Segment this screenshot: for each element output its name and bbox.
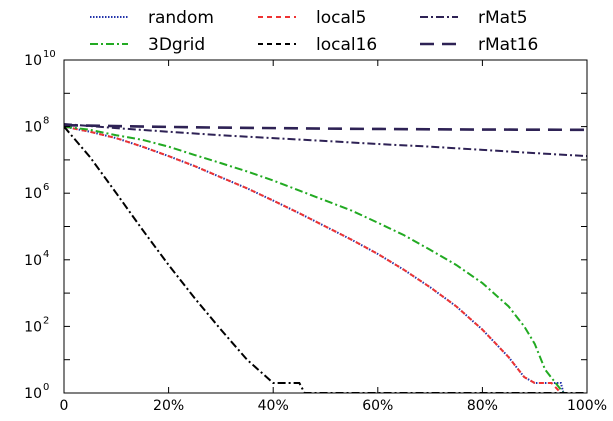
legend-item-rMat16: rMat16 xyxy=(420,35,538,55)
legend-item-rMat5: rMat5 xyxy=(420,8,528,28)
legend-label: local5 xyxy=(316,8,366,28)
legend-label: local16 xyxy=(316,35,377,55)
series-line-random xyxy=(64,125,565,393)
y-tick-label: 10 xyxy=(24,253,42,269)
y-tick-label: 10 xyxy=(24,120,42,136)
series-line-local16 xyxy=(64,125,587,393)
y-tick-label: 10 xyxy=(24,186,42,202)
series-line-rMat5 xyxy=(64,122,587,158)
y-tick-label: 10 xyxy=(24,53,42,69)
legend-item-local16: local16 xyxy=(258,35,377,55)
legend-item-3Dgrid: 3Dgrid xyxy=(90,35,205,55)
y-tick-label: 10 xyxy=(24,319,42,335)
y-tick-label-exponent: 4 xyxy=(43,249,49,260)
legend-label: rMat16 xyxy=(478,35,538,55)
series-line-local5 xyxy=(64,125,562,393)
series-line-3Dgrid xyxy=(64,125,565,393)
legend-label: rMat5 xyxy=(478,8,528,28)
legend-label: random xyxy=(148,8,214,28)
y-tick-label-exponent: 10 xyxy=(43,49,56,60)
x-tick-label: 20% xyxy=(153,398,184,414)
legend: random local5 rMat5 3Dgrid local16 rMat16 xyxy=(90,8,538,55)
legend-item-local5: local5 xyxy=(258,8,366,28)
series-line-rMat16 xyxy=(64,123,587,132)
y-tick-label-exponent: 0 xyxy=(43,382,49,393)
y-tick-label-exponent: 6 xyxy=(43,182,49,193)
x-tick-label: 100% xyxy=(567,398,607,414)
series-layer xyxy=(64,122,587,393)
x-tick-label: 0 xyxy=(60,398,69,414)
x-tick-label: 60% xyxy=(362,398,393,414)
y-tick-label-exponent: 2 xyxy=(43,315,49,326)
y-tick-label: 10 xyxy=(24,386,42,402)
x-tick-label: 80% xyxy=(467,398,498,414)
legend-label: 3Dgrid xyxy=(148,35,205,55)
legend-item-random: random xyxy=(90,8,214,28)
x-tick-label: 40% xyxy=(258,398,289,414)
y-tick-label-exponent: 8 xyxy=(43,116,49,127)
